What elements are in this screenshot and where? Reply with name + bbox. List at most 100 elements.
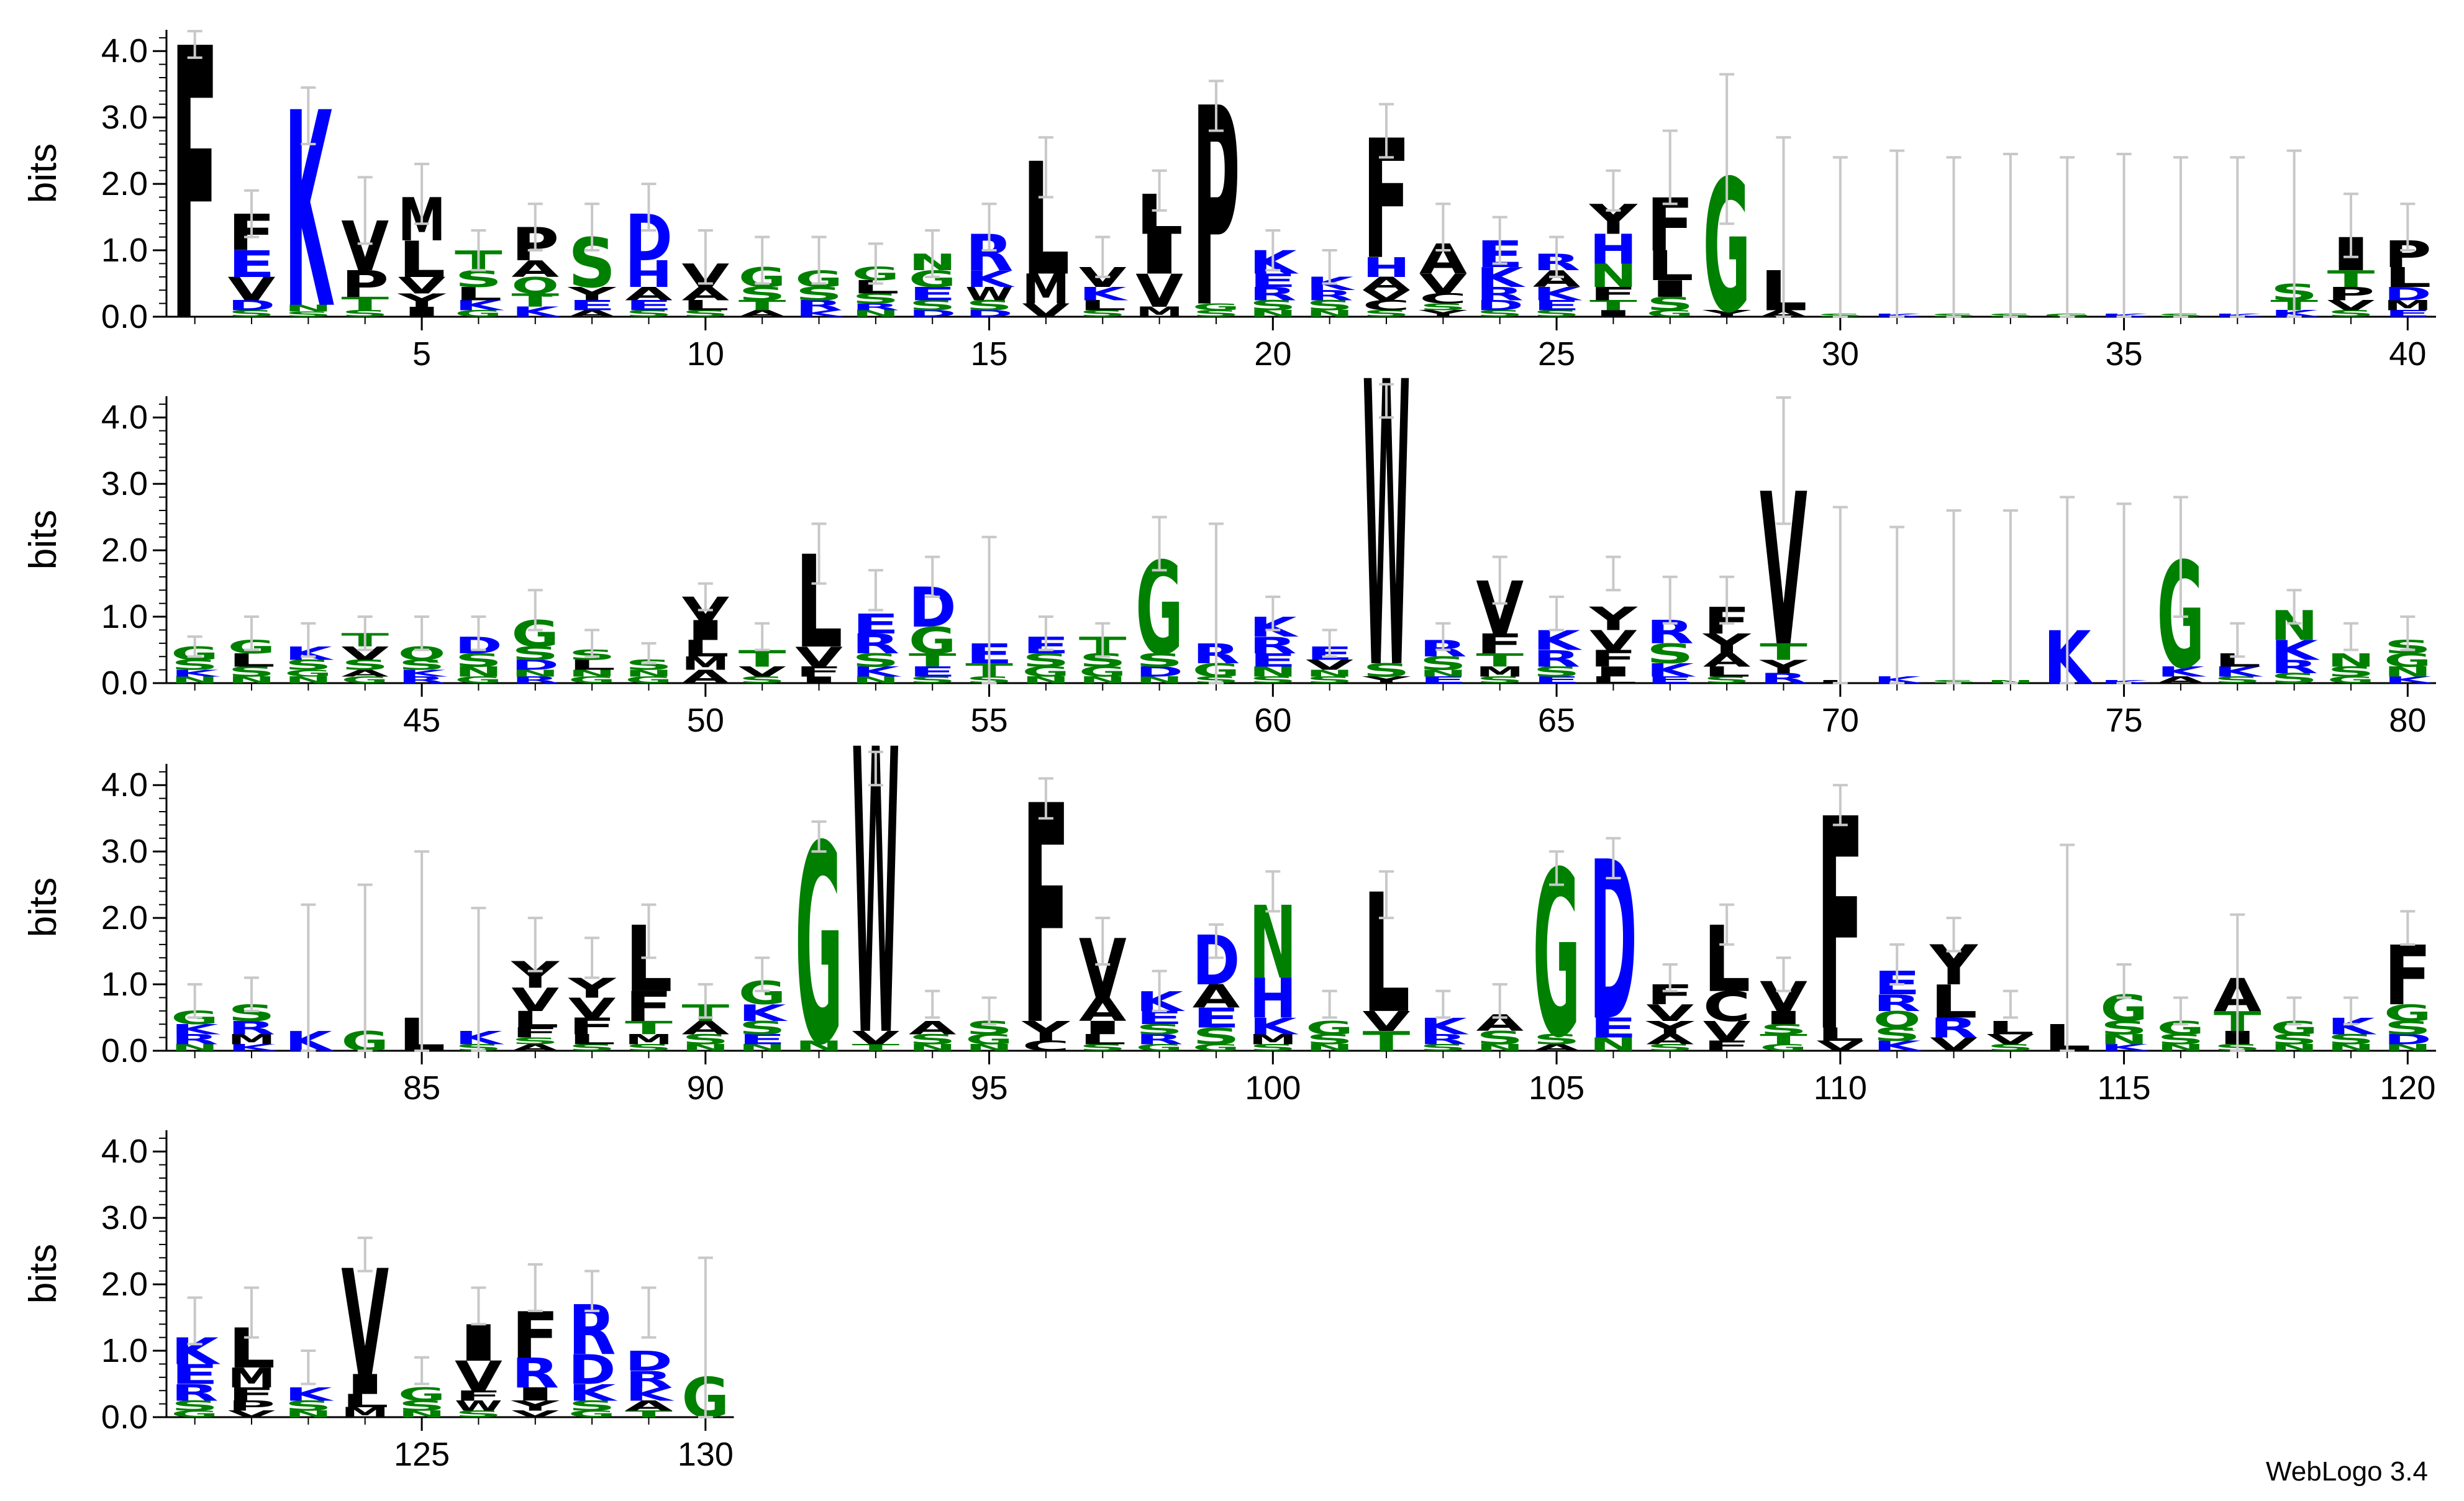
error-bar-9 [641, 183, 657, 232]
logo-letter-K: K [739, 1000, 789, 1027]
logo-letter-G: G [171, 1408, 219, 1419]
error-bar-41 [187, 635, 202, 658]
y-tick-label: 2.0 [101, 1266, 148, 1303]
logo-letter-T: T [625, 1017, 673, 1038]
logo-letter-A: A [1363, 273, 1411, 294]
error-bar-122 [244, 1286, 260, 1339]
error-bar-34 [2060, 156, 2075, 318]
error-bar-109 [1776, 956, 1791, 992]
logo-letter-T: T [1363, 1026, 1411, 1058]
logo-letter-A: A [341, 668, 389, 679]
error-bar-56 [1038, 615, 1053, 651]
error-bar-18 [1152, 169, 1167, 212]
y-tick-label: 0.0 [101, 298, 148, 335]
logo-letter-S: S [1703, 674, 1751, 685]
logo-letter-N: N [681, 1042, 729, 1053]
stack-position-1: F [171, 0, 219, 405]
logo-letter-N: N [171, 674, 219, 685]
x-tick-label: 65 [1538, 702, 1575, 739]
logo-letter-K: K [568, 1379, 619, 1406]
logo-letter-V: V [1646, 1000, 1694, 1027]
logo-letter-G: G [455, 674, 502, 685]
error-bar-11 [755, 235, 770, 285]
error-bar-48 [584, 628, 600, 658]
logo-letter-S: S [739, 283, 786, 304]
error-bar-15 [981, 202, 997, 252]
logo-letter-S: S [341, 308, 389, 319]
logo-letter-N: N [284, 303, 332, 314]
logo-letter-M: M [228, 1362, 276, 1394]
error-bar-33 [2003, 152, 2018, 318]
stack-position-118: NSG [2270, 1017, 2318, 1053]
x-tick-label: 110 [1814, 1069, 1867, 1107]
logo-letter-K: K [2270, 635, 2320, 666]
logo-letter-R: R [1930, 1012, 1978, 1044]
error-bar-123 [301, 1349, 316, 1385]
error-bar-111 [1889, 943, 1905, 986]
logo-letter-N: N [1249, 664, 1297, 679]
logo-letter-A: A [568, 308, 616, 319]
logo-letter-G: G [1193, 302, 1240, 312]
logo-letter-L: L [1646, 242, 1694, 290]
logo-letter-Y: Y [1419, 308, 1468, 319]
weblogo-credit: WebLogo 3.4 [2266, 1456, 2428, 1487]
logo-letter-A: A [681, 1017, 729, 1038]
logo-letter-A: A [625, 283, 673, 304]
error-bar-19 [1208, 79, 1224, 132]
x-tick-label: 40 [2389, 335, 2426, 373]
logo-letter-S: S [965, 297, 1013, 313]
logo-letter-M: M [1135, 304, 1183, 320]
logo-letter-S: S [1079, 1042, 1127, 1053]
logo-letter-S: S [1193, 308, 1240, 319]
y-tick-label: 4.0 [101, 32, 148, 70]
logo-letter-Q: Q [1873, 1007, 1921, 1033]
error-bar-120 [2400, 910, 2416, 946]
logo-letter-E: E [228, 243, 276, 286]
logo-letter-S: S [2270, 1032, 2318, 1047]
logo-letter-S: S [1533, 664, 1581, 679]
logo-letter-S: S [284, 658, 332, 673]
y-tick-label: 4.0 [101, 766, 148, 804]
logo-letter-E: E [1533, 674, 1581, 685]
x-tick-label: 20 [1254, 335, 1291, 373]
logo-letter-D: D [2384, 1032, 2432, 1047]
logo-letter-F: F [1589, 283, 1637, 304]
logo-letter-S: S [852, 650, 900, 671]
logo-letter-N: N [2100, 1032, 2148, 1047]
error-bar-108 [1719, 903, 1735, 946]
logo-letter-E: E [1249, 270, 1297, 291]
logo-letter-T: T [1476, 650, 1524, 671]
logo-letter-T: T [909, 650, 957, 671]
stack-position-95: NGS [965, 1017, 1013, 1053]
error-bar-53 [868, 569, 883, 612]
logo-letter-L: L [1816, 1024, 1864, 1045]
logo-letter-S: S [1022, 650, 1070, 671]
logo-letter-G: G [284, 668, 332, 679]
logo-letter-W: W [852, 668, 900, 1123]
logo-letter-I: I [1135, 224, 1183, 288]
error-bar-55 [981, 535, 997, 684]
logo-letter-Y: Y [1702, 628, 1751, 660]
logo-letter-F: F [171, 0, 219, 405]
logo-letter-P: P [228, 1398, 276, 1413]
error-bar-64 [1492, 555, 1507, 605]
error-bar-45 [414, 615, 430, 651]
stack-position-79: GSN [2327, 650, 2375, 685]
logo-letter-A: A [625, 1398, 673, 1413]
logo-letter-F: F [1589, 645, 1637, 672]
error-bar-27 [1662, 129, 1678, 206]
y-tick-label: 4.0 [101, 1133, 148, 1170]
y-axis-label: bits [22, 510, 65, 569]
error-bar-106 [1606, 837, 1621, 879]
error-bar-51 [755, 622, 770, 651]
error-bar-46 [471, 615, 486, 651]
error-bar-130 [698, 1256, 713, 1418]
error-bar-73 [2003, 509, 2018, 684]
